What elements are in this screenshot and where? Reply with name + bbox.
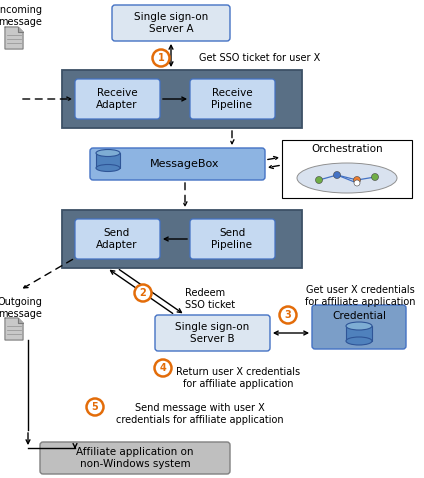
Circle shape [354,180,360,186]
Circle shape [134,284,151,302]
Text: Redeem
SSO ticket: Redeem SSO ticket [185,288,235,310]
Bar [346,326,372,341]
Text: 2: 2 [139,288,146,298]
Text: 4: 4 [159,363,166,373]
Text: Receive
Pipeline: Receive Pipeline [212,88,253,110]
Text: Affiliate application on
non-Windows system: Affiliate application on non-Windows sys… [76,447,194,469]
Circle shape [354,176,360,184]
Polygon shape [18,27,23,32]
Ellipse shape [297,163,397,193]
FancyBboxPatch shape [40,442,230,474]
Polygon shape [5,27,23,49]
Polygon shape [5,318,23,340]
FancyBboxPatch shape [75,79,160,119]
Text: Send message with user X
credentials for affiliate application: Send message with user X credentials for… [116,403,284,425]
Circle shape [315,176,323,184]
FancyBboxPatch shape [112,5,230,41]
Circle shape [371,174,379,181]
FancyBboxPatch shape [75,219,160,259]
Ellipse shape [96,164,120,172]
Text: Single sign-on
Server A: Single sign-on Server A [134,12,208,34]
FancyBboxPatch shape [312,305,406,349]
Text: 3: 3 [285,310,291,320]
Text: 1: 1 [158,53,165,63]
Circle shape [86,399,103,415]
Text: Return user X credentials
for affiliate application: Return user X credentials for affiliate … [176,367,300,389]
Ellipse shape [346,322,372,330]
Circle shape [334,172,340,178]
Circle shape [153,50,170,66]
FancyBboxPatch shape [190,219,275,259]
FancyBboxPatch shape [90,148,265,180]
Text: Get SSO ticket for user X: Get SSO ticket for user X [199,53,321,63]
Text: 5: 5 [92,402,98,412]
Ellipse shape [346,337,372,345]
Circle shape [279,306,296,324]
FancyBboxPatch shape [190,79,275,119]
Circle shape [154,359,171,377]
Text: Send
Adapter: Send Adapter [96,228,138,250]
Text: Single sign-on
Server B: Single sign-on Server B [176,322,250,344]
Polygon shape [18,318,23,323]
Text: Receive
Adapter: Receive Adapter [96,88,138,110]
FancyBboxPatch shape [155,315,270,351]
Text: Outgoing
message: Outgoing message [0,297,42,319]
Text: Get user X credentials
for affiliate application: Get user X credentials for affiliate app… [305,285,415,307]
Ellipse shape [96,150,120,156]
Text: Orchestration: Orchestration [311,144,383,154]
Bar [282,140,412,198]
Bar [62,70,302,128]
Bar [96,153,120,168]
Text: Incoming
message: Incoming message [0,5,42,27]
Bar [62,210,302,268]
Text: MessageBox: MessageBox [150,159,220,169]
Text: Send
Pipeline: Send Pipeline [212,228,253,250]
Text: Credential: Credential [332,311,386,321]
